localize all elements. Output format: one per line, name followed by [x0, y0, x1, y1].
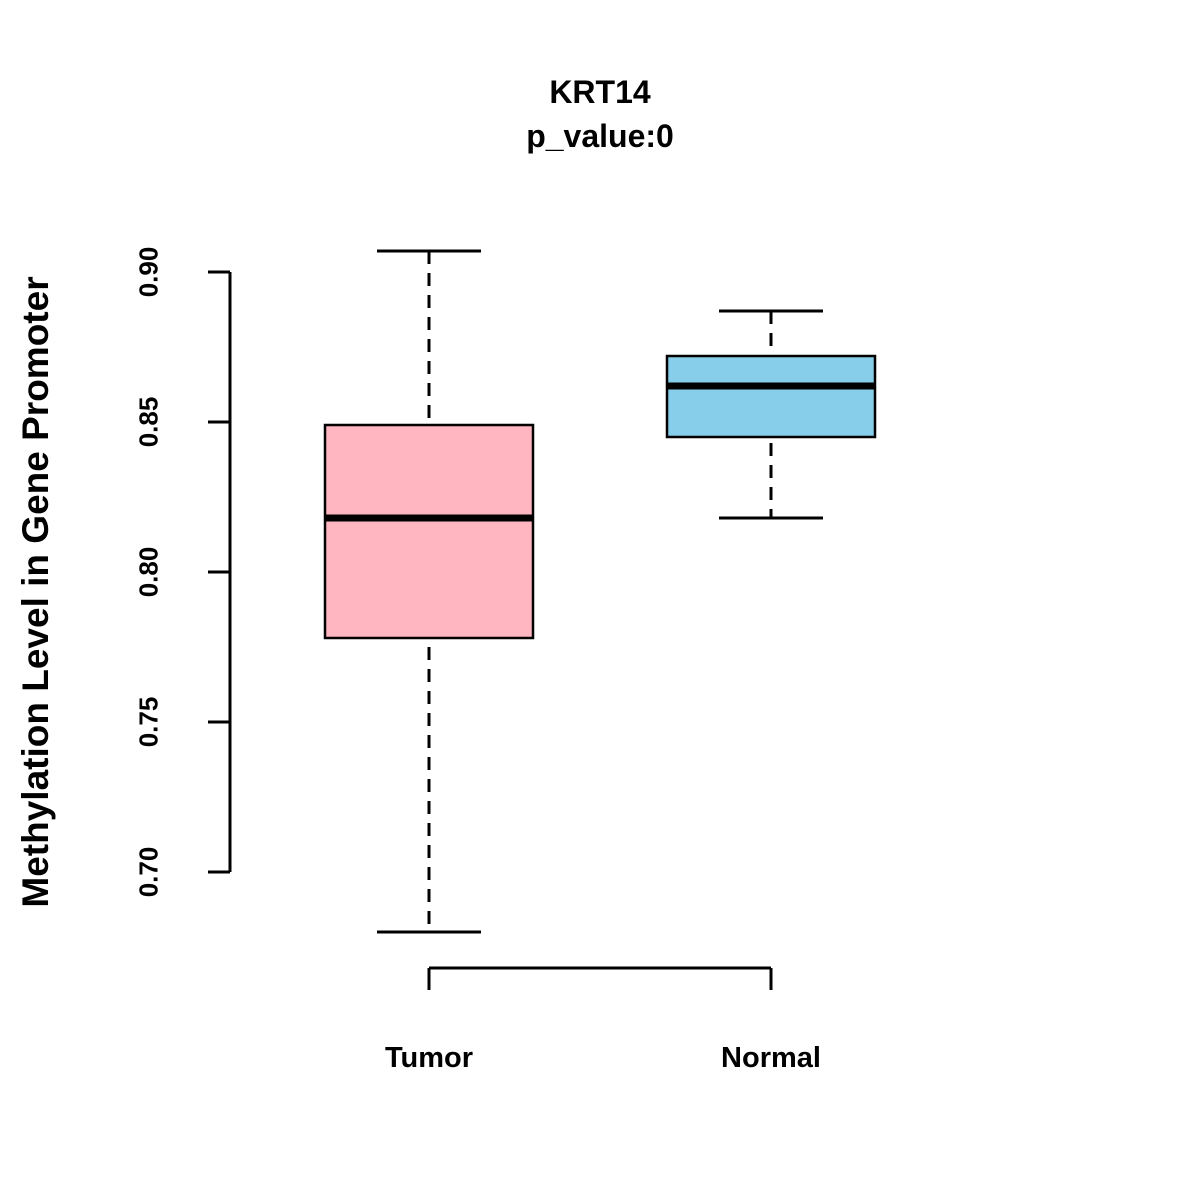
x-axis [427, 966, 773, 990]
chart-title: KRT14 [549, 74, 651, 110]
y-axis-label: Methylation Level in Gene Promoter [15, 276, 56, 908]
ytick-label-0-70: 0.70 [133, 846, 164, 898]
ytick-label-0-80: 0.80 [133, 546, 164, 598]
boxplot-tumor [323, 249, 535, 934]
category-label-normal: Normal [721, 1042, 821, 1074]
category-label-tumor: Tumor [384, 1042, 474, 1074]
iqr-box [323, 423, 535, 640]
boxplot-normal [665, 309, 877, 520]
ytick-label-0-85: 0.85 [133, 396, 164, 448]
iqr-box [665, 354, 877, 439]
ytick-label-0-90: 0.90 [133, 246, 164, 298]
ytick-label-0-75: 0.75 [133, 696, 164, 748]
y-axis [208, 270, 232, 874]
chart-subtitle: p_value:0 [526, 118, 674, 154]
